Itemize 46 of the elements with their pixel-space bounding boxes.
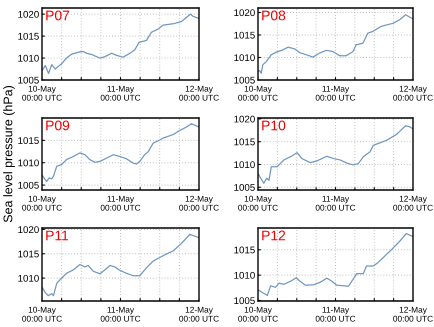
y-tick-label: 1005 bbox=[234, 297, 255, 304]
x-tick-label: 12-May 00:00 UTC bbox=[393, 196, 433, 211]
chart-title: P07 bbox=[46, 10, 70, 20]
x-tick-label: 10-May 00:00 UTC bbox=[22, 86, 62, 101]
chart-title: P09 bbox=[46, 120, 70, 130]
y-tick-label: 1005 bbox=[234, 184, 255, 191]
y-tick-label: 1015 bbox=[234, 138, 255, 146]
y-tick-label: 1010 bbox=[18, 159, 39, 166]
y-tick-label: 1020 bbox=[234, 116, 255, 123]
x-tick-label: 10-May 00:00 UTC bbox=[238, 86, 278, 101]
y-tick-label: 1015 bbox=[18, 32, 39, 40]
y-tick-label: 1010 bbox=[18, 274, 39, 282]
x-tick-label: 10-May 00:00 UTC bbox=[22, 196, 62, 211]
x-tick-label: 11-May 00:00 UTC bbox=[316, 306, 356, 322]
y-tick-label: 1020 bbox=[234, 9, 255, 16]
y-tick-label: 1005 bbox=[234, 76, 255, 84]
x-tick-label: 12-May 00:00 UTC bbox=[179, 306, 219, 322]
x-tick-label: 12-May 00:00 UTC bbox=[393, 86, 433, 101]
y-axis-title: Sea level pressure (hPa) bbox=[3, 86, 15, 222]
y-tick-label: 1020 bbox=[18, 10, 39, 18]
chart-title: P12 bbox=[262, 230, 286, 240]
y-tick-label: 1015 bbox=[18, 250, 39, 258]
x-tick-label: 11-May 00:00 UTC bbox=[316, 196, 356, 211]
y-tick-label: 1020 bbox=[18, 226, 39, 234]
chart-title: P11 bbox=[46, 230, 68, 240]
x-tick-label: 11-May 00:00 UTC bbox=[100, 86, 140, 101]
chart-title: P08 bbox=[262, 10, 286, 20]
x-tick-label: 10-May 00:00 UTC bbox=[238, 196, 278, 211]
y-tick-label: 1015 bbox=[234, 32, 255, 39]
x-tick-label: 11-May 00:00 UTC bbox=[316, 86, 356, 101]
y-tick-label: 1015 bbox=[18, 137, 39, 144]
x-tick-label: 10-May 00:00 UTC bbox=[238, 306, 278, 322]
y-tick-label: 1010 bbox=[234, 161, 255, 168]
y-tick-label: 1010 bbox=[234, 54, 255, 62]
chart-title: P10 bbox=[262, 120, 286, 130]
y-tick-label: 1005 bbox=[18, 76, 39, 84]
y-tick-label: 1010 bbox=[18, 54, 39, 62]
x-tick-label: 12-May 00:00 UTC bbox=[179, 86, 219, 101]
y-tick-label: 1015 bbox=[234, 246, 255, 254]
x-tick-label: 12-May 00:00 UTC bbox=[179, 196, 219, 211]
x-tick-label: 11-May 00:00 UTC bbox=[100, 196, 140, 211]
y-tick-label: 1010 bbox=[234, 272, 255, 279]
x-tick-label: 11-May 00:00 UTC bbox=[100, 306, 140, 322]
x-tick-label: 12-May 00:00 UTC bbox=[393, 306, 433, 322]
y-tick-label: 1005 bbox=[18, 182, 39, 189]
x-tick-label: 10-May 00:00 UTC bbox=[22, 306, 62, 322]
